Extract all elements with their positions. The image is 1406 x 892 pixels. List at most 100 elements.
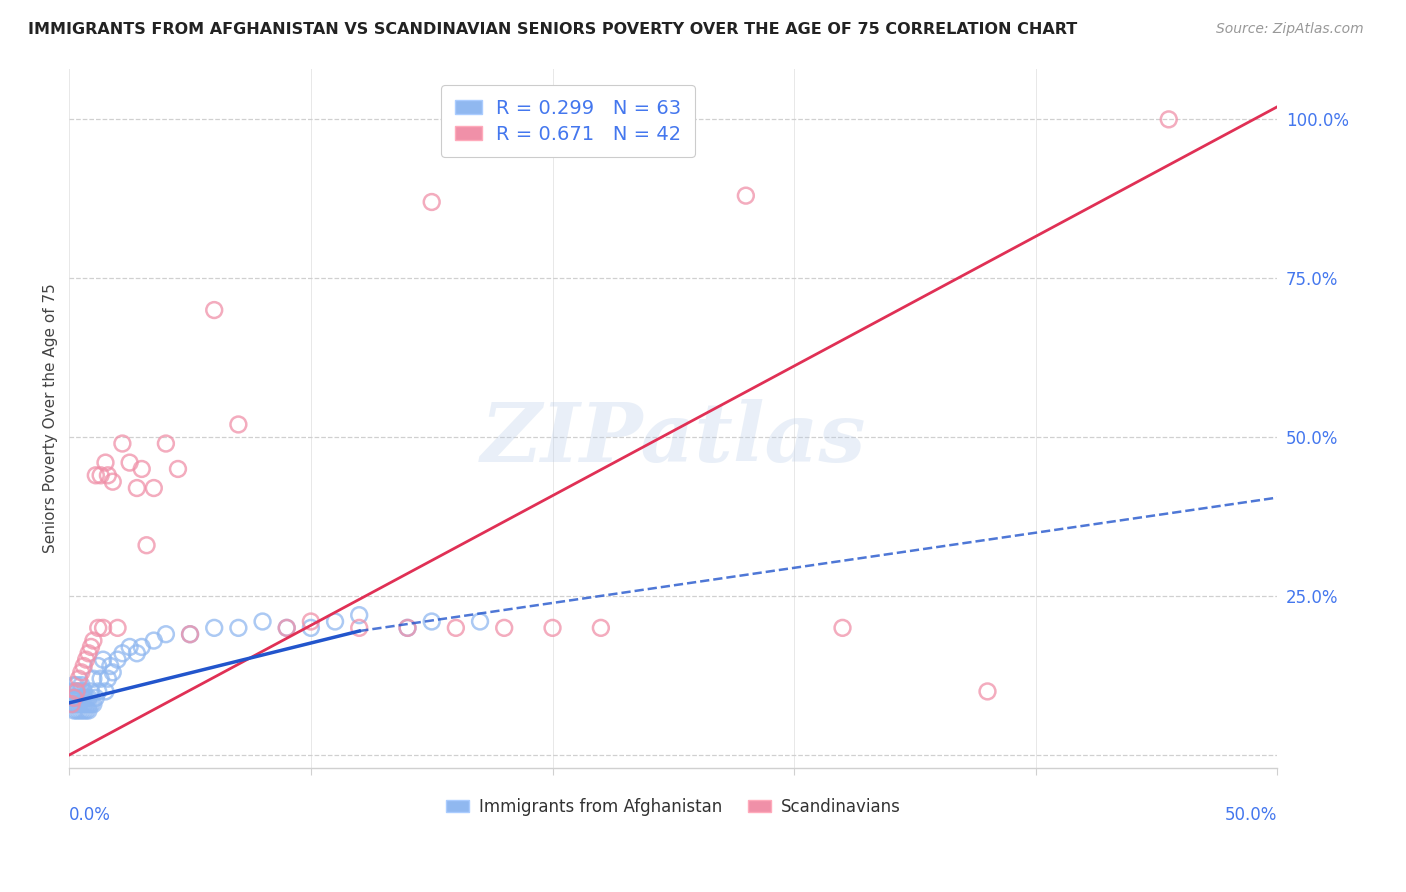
Point xyxy=(80,697,103,711)
Point xyxy=(84,690,107,705)
Point xyxy=(167,462,190,476)
Point xyxy=(70,678,93,692)
Point xyxy=(63,704,86,718)
Point xyxy=(60,697,83,711)
Point xyxy=(541,621,564,635)
Point xyxy=(97,672,120,686)
Point xyxy=(73,704,96,718)
Point xyxy=(82,697,104,711)
Point xyxy=(589,621,612,635)
Point xyxy=(63,678,86,692)
Point xyxy=(97,468,120,483)
Point xyxy=(98,659,121,673)
Point xyxy=(142,633,165,648)
Point xyxy=(73,697,96,711)
Point xyxy=(101,665,124,680)
Point xyxy=(75,690,97,705)
Point xyxy=(77,690,100,705)
Point xyxy=(80,684,103,698)
Point xyxy=(252,615,274,629)
Text: IMMIGRANTS FROM AFGHANISTAN VS SCANDINAVIAN SENIORS POVERTY OVER THE AGE OF 75 C: IMMIGRANTS FROM AFGHANISTAN VS SCANDINAV… xyxy=(28,22,1077,37)
Point xyxy=(87,621,110,635)
Point xyxy=(73,690,96,705)
Point xyxy=(77,646,100,660)
Point xyxy=(80,640,103,654)
Point xyxy=(91,653,114,667)
Point xyxy=(67,684,90,698)
Point xyxy=(87,659,110,673)
Point xyxy=(87,684,110,698)
Point xyxy=(734,188,756,202)
Point xyxy=(420,194,443,209)
Point xyxy=(831,621,853,635)
Point xyxy=(82,672,104,686)
Point xyxy=(111,646,134,660)
Point xyxy=(70,690,93,705)
Point xyxy=(179,627,201,641)
Point xyxy=(228,417,250,432)
Point xyxy=(155,436,177,450)
Point xyxy=(155,627,177,641)
Point xyxy=(396,621,419,635)
Point xyxy=(75,653,97,667)
Point xyxy=(65,678,87,692)
Point xyxy=(202,303,225,318)
Point xyxy=(77,697,100,711)
Point xyxy=(299,621,322,635)
Point xyxy=(179,627,201,641)
Point xyxy=(396,621,419,635)
Point xyxy=(976,684,998,698)
Point xyxy=(65,697,87,711)
Point xyxy=(107,653,129,667)
Point xyxy=(111,436,134,450)
Point xyxy=(70,684,93,698)
Point xyxy=(420,615,443,629)
Legend: Immigrants from Afghanistan, Scandinavians: Immigrants from Afghanistan, Scandinavia… xyxy=(439,791,907,822)
Point xyxy=(494,621,516,635)
Point xyxy=(347,621,370,635)
Text: ZIPatlas: ZIPatlas xyxy=(481,399,866,479)
Point xyxy=(70,697,93,711)
Point xyxy=(118,640,141,654)
Point xyxy=(73,659,96,673)
Point xyxy=(276,621,298,635)
Point xyxy=(94,684,117,698)
Text: Source: ZipAtlas.com: Source: ZipAtlas.com xyxy=(1216,22,1364,37)
Point xyxy=(65,704,87,718)
Point xyxy=(60,684,83,698)
Point xyxy=(70,665,93,680)
Point xyxy=(101,475,124,489)
Point xyxy=(67,704,90,718)
Point xyxy=(347,608,370,623)
Point xyxy=(323,615,346,629)
Point xyxy=(77,704,100,718)
Point xyxy=(63,697,86,711)
Point xyxy=(125,646,148,660)
Point xyxy=(65,684,87,698)
Point xyxy=(82,633,104,648)
Point xyxy=(135,538,157,552)
Point xyxy=(60,697,83,711)
Point xyxy=(1157,112,1180,127)
Point xyxy=(65,690,87,705)
Text: 0.0%: 0.0% xyxy=(69,806,111,824)
Point xyxy=(131,640,153,654)
Point xyxy=(444,621,467,635)
Point xyxy=(63,690,86,705)
Point xyxy=(63,684,86,698)
Point xyxy=(73,684,96,698)
Point xyxy=(65,684,87,698)
Point xyxy=(202,621,225,635)
Point xyxy=(299,615,322,629)
Point xyxy=(67,697,90,711)
Point xyxy=(276,621,298,635)
Point xyxy=(118,456,141,470)
Point xyxy=(60,690,83,705)
Point xyxy=(90,672,112,686)
Point xyxy=(107,621,129,635)
Point xyxy=(70,704,93,718)
Text: 50.0%: 50.0% xyxy=(1225,806,1278,824)
Point xyxy=(91,621,114,635)
Point xyxy=(125,481,148,495)
Point xyxy=(468,615,491,629)
